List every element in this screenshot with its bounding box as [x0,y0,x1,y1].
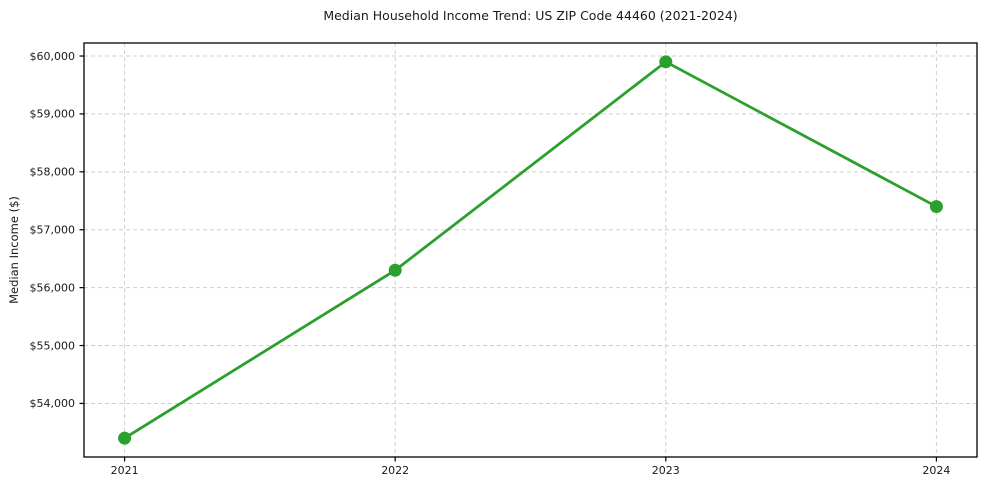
y-tick-label: $54,000 [30,397,76,410]
axes-box [83,42,978,458]
y-tick-label: $60,000 [30,50,76,63]
y-tick-label: $55,000 [30,339,76,352]
data-point-marker [659,55,673,69]
chart-title: Median Household Income Trend: US ZIP Co… [323,8,738,23]
y-tick-label: $56,000 [30,281,76,294]
y-tick-label: $59,000 [30,108,76,121]
x-tick-label: 2021 [111,464,139,477]
x-tick-label: 2023 [652,464,680,477]
series-line [123,60,938,440]
data-point-marker [118,431,132,445]
data-point-marker [388,263,402,277]
data-point-marker [929,200,943,214]
x-tick-label: 2024 [922,464,950,477]
y-tick-label: $58,000 [30,166,76,179]
x-tick-label: 2022 [381,464,409,477]
y-tick-label: $57,000 [30,223,76,236]
